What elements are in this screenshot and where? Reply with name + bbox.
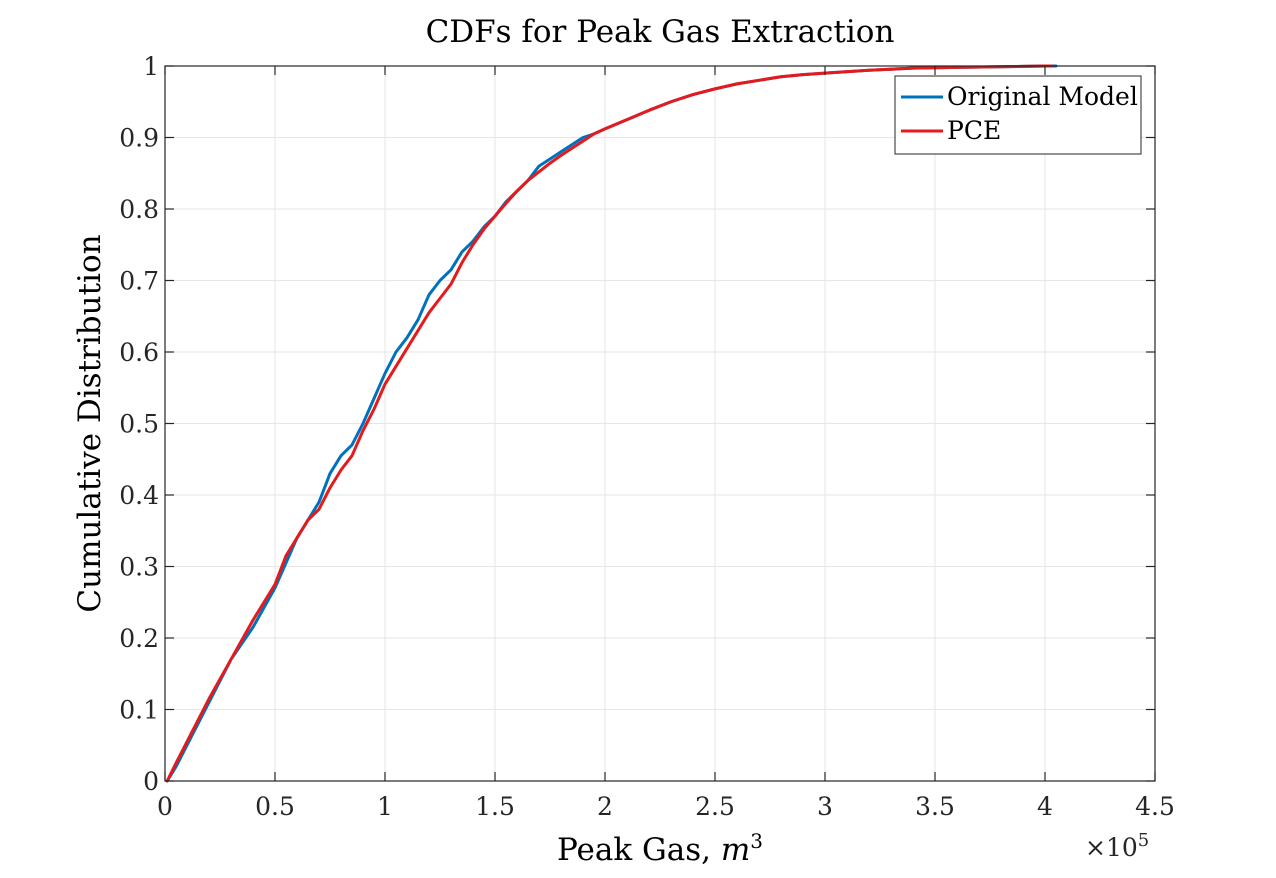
y-tick-label: 1 <box>143 52 159 81</box>
ticks: 0 0.5 1 1.5 2 2.5 3 3.5 4 4.5 0 0.1 0.2 0.3 0.4 0.5 0.6 0… <box>119 52 1175 821</box>
y-tick-label: 0.6 <box>119 338 159 367</box>
y-tick-label: 0.3 <box>119 553 159 582</box>
x-tick-label: 0.5 <box>255 792 295 821</box>
legend-label-original-model: Original Model <box>947 82 1138 111</box>
x-axis-multiplier-exponent: 5 <box>1138 830 1149 851</box>
x-tick-label: 1 <box>377 792 393 821</box>
x-tick-label: 3.5 <box>915 792 955 821</box>
chart-title: CDFs for Peak Gas Extraction <box>426 14 895 50</box>
x-axis-label-exponent: 3 <box>750 829 763 853</box>
x-axis-multiplier: ×105 <box>1085 830 1149 863</box>
y-tick-label: 0.4 <box>119 481 159 510</box>
legend: Original Model PCE <box>894 75 1142 155</box>
x-tick-label: 0 <box>157 792 173 821</box>
y-tick-label: 0.7 <box>119 267 159 296</box>
y-tick-label: 0 <box>143 767 159 796</box>
x-tick-label: 3 <box>817 792 833 821</box>
y-tick-label: 0.8 <box>119 195 159 224</box>
x-tick-label: 2.5 <box>695 792 735 821</box>
x-axis-label-math: m <box>721 832 750 868</box>
x-tick-label: 4 <box>1037 792 1053 821</box>
grid <box>164 65 1156 782</box>
y-tick-label: 0.1 <box>119 696 159 725</box>
series-line-pce <box>165 64 1054 783</box>
y-axis-label: Cumulative Distribution <box>72 234 108 612</box>
x-axis-multiplier-base: ×10 <box>1085 833 1138 862</box>
x-tick-label: 4.5 <box>1135 792 1175 821</box>
y-tick-label: 0.9 <box>119 124 159 153</box>
legend-box <box>894 75 1142 155</box>
legend-label-pce: PCE <box>947 116 1001 145</box>
x-axis-label: Peak Gas, m3 <box>557 829 763 868</box>
series-lines <box>165 64 1058 783</box>
x-tick-label: 1.5 <box>475 792 515 821</box>
y-tick-label: 0.5 <box>119 410 159 439</box>
x-tick-label: 2 <box>597 792 613 821</box>
x-axis-label-text: Peak Gas, <box>557 832 721 868</box>
y-tick-label: 0.2 <box>119 624 159 653</box>
